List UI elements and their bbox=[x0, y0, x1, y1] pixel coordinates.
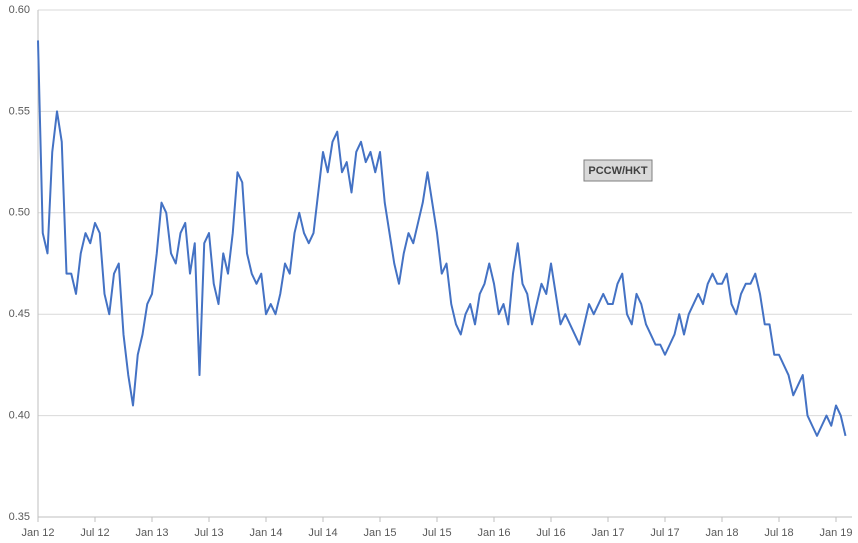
y-tick-label: 0.45 bbox=[9, 308, 30, 320]
x-tick-label: Jan 16 bbox=[477, 527, 510, 539]
y-tick-label: 0.35 bbox=[9, 511, 30, 523]
x-tick-label: Jan 17 bbox=[591, 527, 624, 539]
x-tick-label: Jan 13 bbox=[135, 527, 168, 539]
x-tick-label: Jul 14 bbox=[308, 527, 337, 539]
x-tick-label: Jul 17 bbox=[650, 527, 679, 539]
x-tick-label: Jul 15 bbox=[422, 527, 451, 539]
y-tick-label: 0.60 bbox=[9, 4, 30, 16]
x-tick-label: Jul 12 bbox=[80, 527, 109, 539]
x-tick-label: Jul 13 bbox=[194, 527, 223, 539]
x-tick-label: Jan 15 bbox=[363, 527, 396, 539]
annotation-box bbox=[583, 159, 653, 182]
data-line bbox=[37, 40, 847, 437]
y-tick-label: 0.50 bbox=[9, 207, 30, 219]
x-tick-label: Jan 19 bbox=[819, 527, 852, 539]
annotation: PCCW/HKT bbox=[588, 165, 648, 177]
x-tick-label: Jul 16 bbox=[536, 527, 565, 539]
y-tick-label: 0.55 bbox=[9, 105, 30, 117]
y-tick-label: 0.40 bbox=[9, 410, 30, 422]
x-tick-label: Jan 14 bbox=[249, 527, 282, 539]
x-tick-label: Jan 18 bbox=[705, 527, 738, 539]
x-tick-label: Jul 18 bbox=[764, 527, 793, 539]
x-tick-label: Jan 12 bbox=[21, 527, 54, 539]
